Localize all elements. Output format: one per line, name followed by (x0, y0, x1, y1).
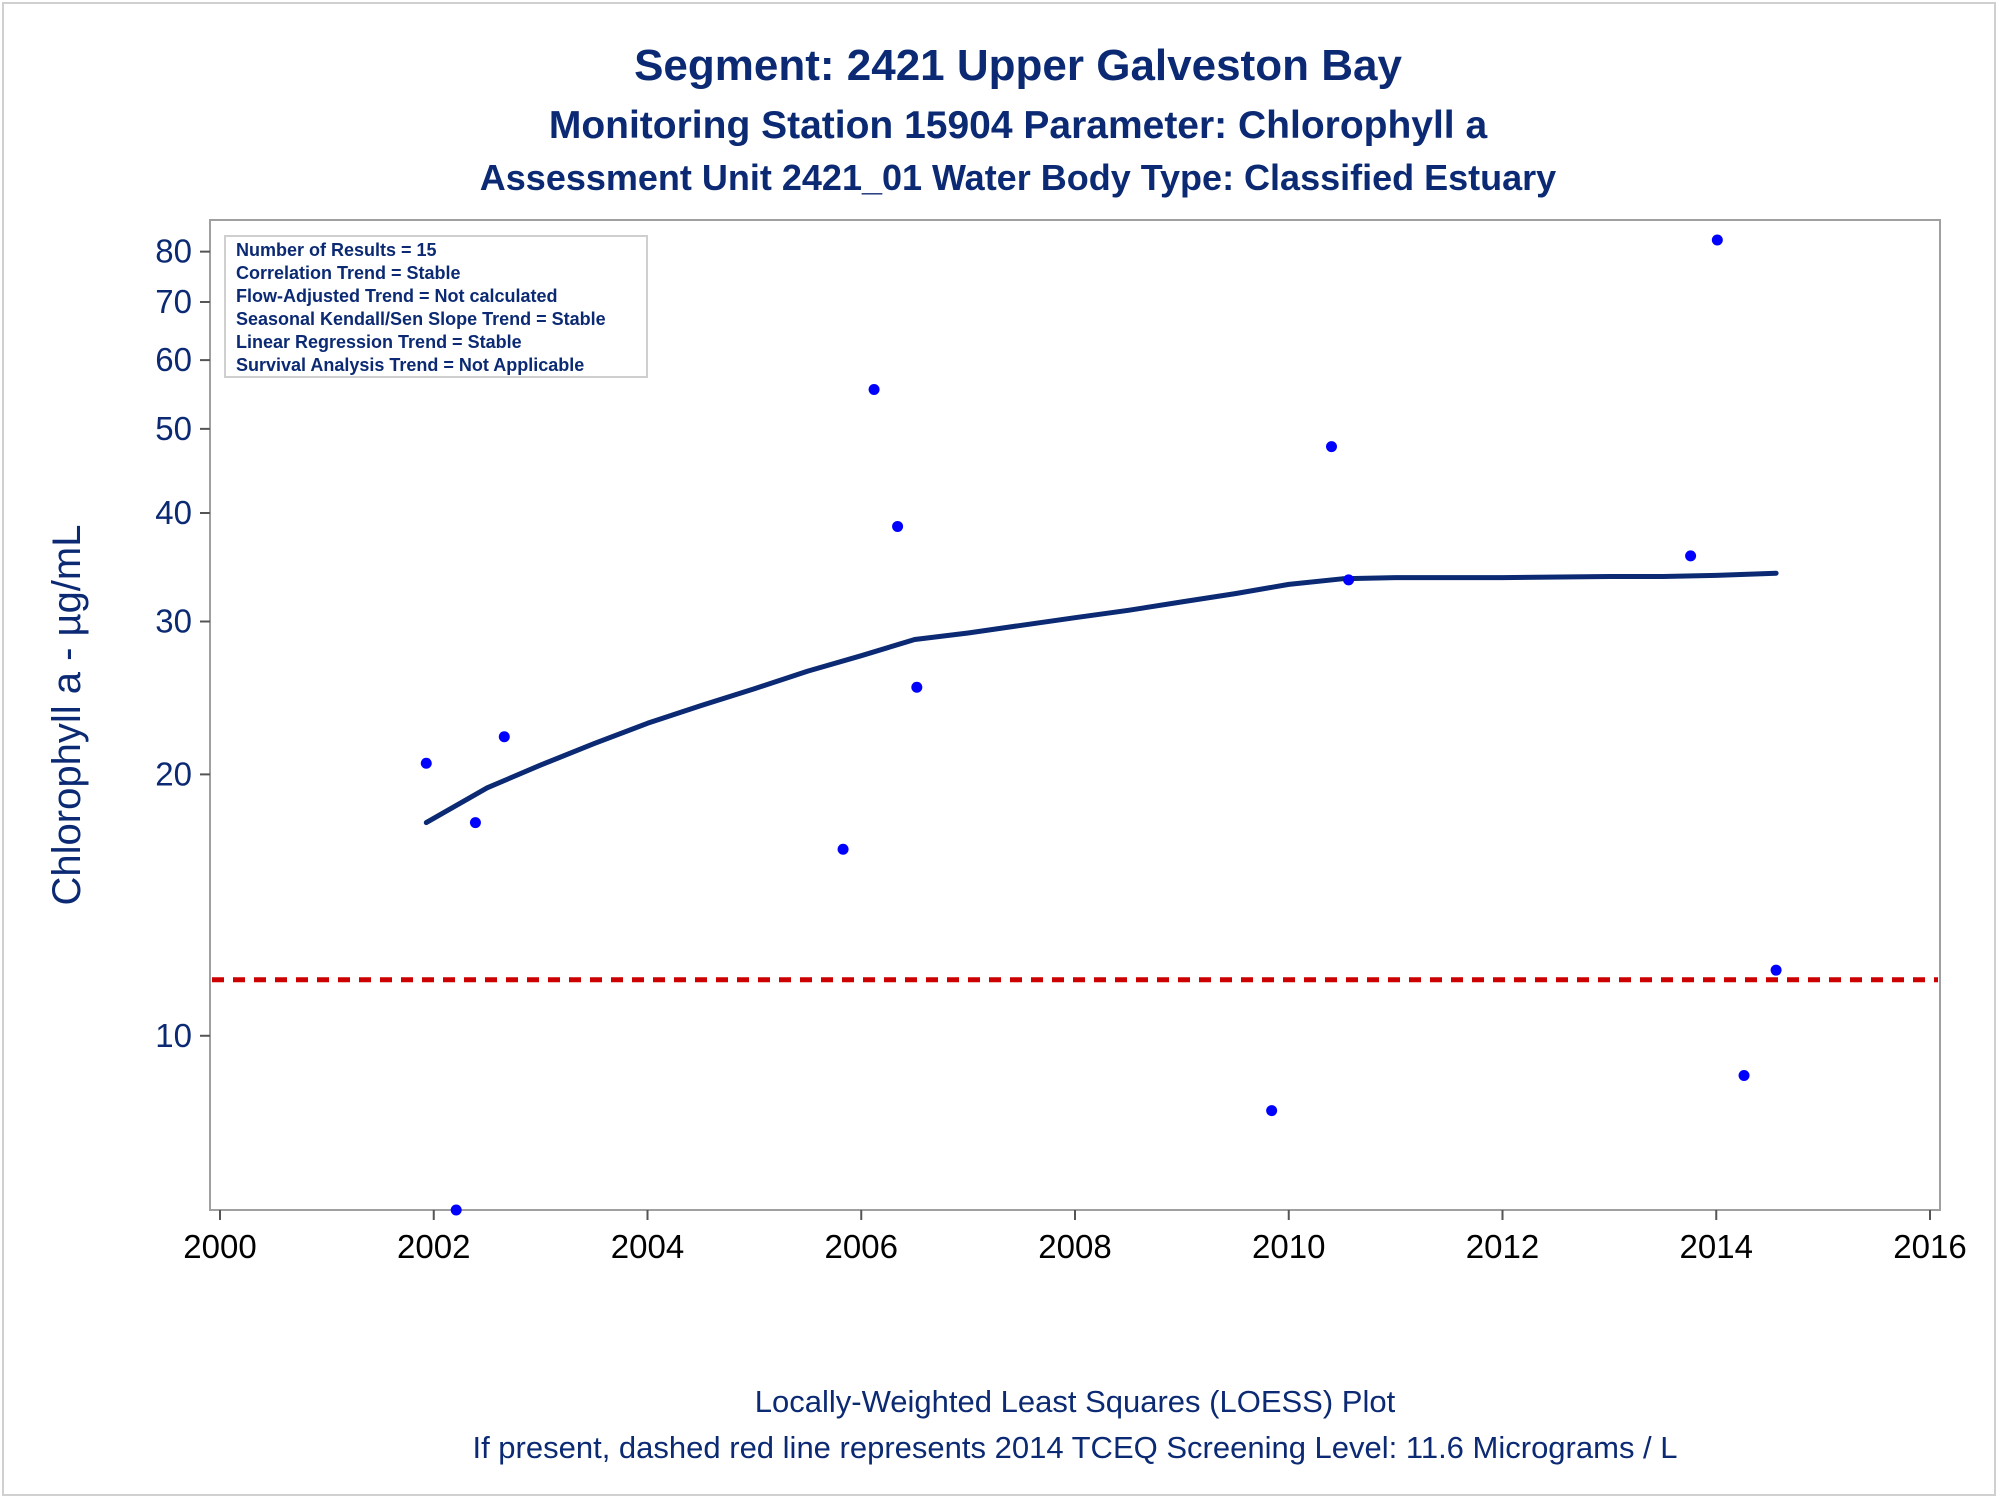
trend-summary-line: Survival Analysis Trend = Not Applicable (236, 355, 584, 375)
x-tick-label: 2016 (1893, 1228, 1966, 1265)
data-point (1685, 550, 1697, 562)
trend-summary-line: Number of Results = 15 (236, 240, 437, 260)
data-point (1770, 964, 1782, 976)
y-axis-label: Chlorophyll a - µg/mL (45, 525, 89, 906)
trend-summary-line: Flow-Adjusted Trend = Not calculated (236, 286, 558, 306)
y-tick-label: 80 (155, 233, 192, 270)
data-point (1738, 1070, 1750, 1082)
data-point (892, 520, 904, 532)
data-point (498, 731, 510, 743)
chart-subtitle-2: Assessment Unit 2421_01 Water Body Type:… (480, 157, 1556, 198)
chart-subtitle: Monitoring Station 15904 Parameter: Chlo… (549, 104, 1488, 147)
data-point (450, 1204, 462, 1216)
footnote-loess: Locally-Weighted Least Squares (LOESS) P… (755, 1384, 1396, 1419)
data-point (1343, 574, 1355, 586)
data-point (1266, 1105, 1278, 1117)
y-tick-label: 10 (155, 1017, 192, 1054)
data-point (911, 681, 923, 693)
y-tick-label: 70 (155, 283, 192, 320)
x-axis: 2000 2002 2004 2006 2008 2010 2012 2014 2016 (183, 1210, 1967, 1265)
x-tick-label: 2012 (1466, 1228, 1539, 1265)
y-tick-label: 20 (155, 755, 192, 792)
y-tick-label: 50 (155, 410, 192, 447)
data-point (1711, 234, 1723, 246)
trend-summary-border (224, 235, 648, 378)
trend-summary-line: Seasonal Kendall/Sen Slope Trend = Stabl… (236, 309, 606, 329)
x-tick-label: 2000 (183, 1228, 256, 1265)
data-point (469, 817, 481, 829)
y-tick-label: 30 (155, 602, 192, 639)
x-tick-label: 2010 (1252, 1228, 1325, 1265)
footnote-screening-level: If present, dashed red line represents 2… (472, 1430, 1677, 1465)
trend-summary-line: Linear Regression Trend = Stable (236, 332, 522, 352)
data-points-layer (420, 234, 1782, 1216)
x-tick-label: 2008 (1038, 1228, 1111, 1265)
y-tick-label: 60 (155, 341, 192, 378)
y-axis: 10 20 30 40 50 60 70 80 (155, 233, 210, 1054)
chart-title: Segment: 2421 Upper Galveston Bay (634, 41, 1402, 90)
data-point (1326, 441, 1337, 453)
trend-summary-box: Number of Results = 15 Correlation Trend… (224, 235, 648, 378)
data-point (420, 757, 432, 769)
x-tick-label: 2004 (611, 1228, 684, 1265)
x-tick-label: 2002 (397, 1228, 470, 1265)
loess-line-layer (423, 570, 1779, 826)
loess-line (423, 570, 1779, 826)
x-tick-label: 2014 (1680, 1228, 1753, 1265)
x-tick-label: 2006 (825, 1228, 898, 1265)
trend-summary-line: Correlation Trend = Stable (236, 263, 461, 283)
data-point (837, 843, 849, 855)
y-tick-label: 40 (155, 494, 192, 531)
data-point (868, 384, 880, 396)
